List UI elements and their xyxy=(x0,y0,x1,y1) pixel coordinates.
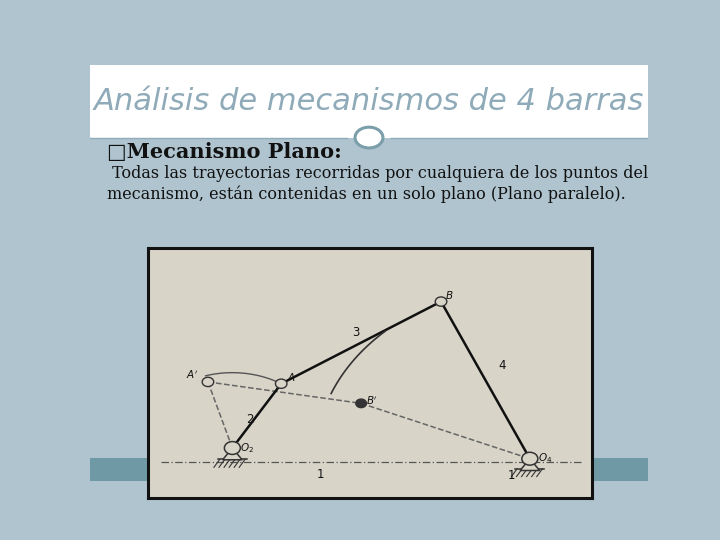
Text: 1: 1 xyxy=(317,468,324,481)
Circle shape xyxy=(436,297,447,306)
FancyBboxPatch shape xyxy=(90,458,648,481)
Polygon shape xyxy=(222,448,242,460)
Text: $O_2$: $O_2$ xyxy=(240,441,254,455)
Text: □Mecanismo Plano:: □Mecanismo Plano: xyxy=(107,141,341,161)
Circle shape xyxy=(356,399,366,408)
Text: $A$: $A$ xyxy=(287,371,295,383)
Text: 2: 2 xyxy=(246,413,253,426)
Circle shape xyxy=(225,442,240,455)
Text: $B'$: $B'$ xyxy=(366,395,378,407)
Circle shape xyxy=(355,127,383,148)
FancyBboxPatch shape xyxy=(90,65,648,138)
Circle shape xyxy=(202,377,214,387)
Text: Todas las trayectorias recorridas por cualquiera de los puntos del
mecanismo, es: Todas las trayectorias recorridas por cu… xyxy=(107,165,648,202)
Text: 3: 3 xyxy=(352,326,359,339)
Text: $B$: $B$ xyxy=(446,289,454,301)
Circle shape xyxy=(276,379,287,388)
Text: Análisis de mecanismos de 4 barras: Análisis de mecanismos de 4 barras xyxy=(94,87,644,116)
Text: $O_4$: $O_4$ xyxy=(538,451,552,465)
Circle shape xyxy=(522,453,538,465)
Polygon shape xyxy=(520,458,539,470)
Text: 4: 4 xyxy=(499,360,506,373)
Text: 1: 1 xyxy=(508,469,515,482)
Text: $A'$: $A'$ xyxy=(186,369,198,381)
